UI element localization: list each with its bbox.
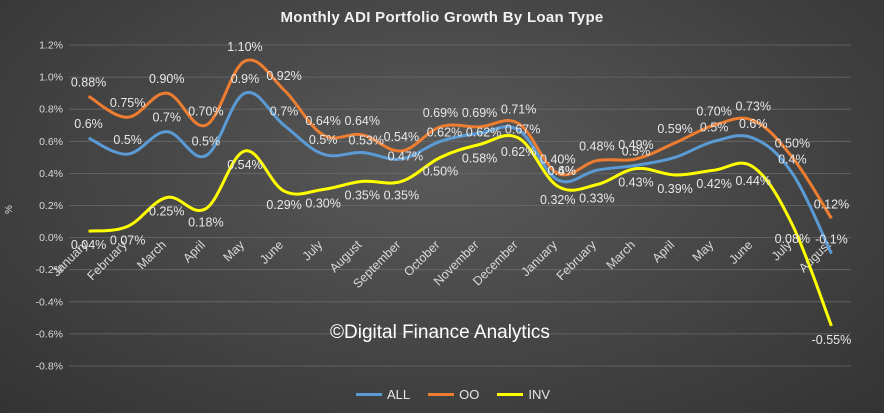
- data-label-inv: 0.50%: [423, 164, 458, 178]
- y-tick-label: 1.2%: [39, 40, 63, 52]
- data-label-inv: 0.07%: [110, 233, 145, 247]
- data-label-inv: 0.29%: [266, 198, 301, 212]
- data-label-oo: 0.12%: [814, 197, 849, 211]
- data-label-inv: 0.04%: [71, 238, 106, 252]
- y-tick-label: 0.2%: [39, 200, 63, 212]
- data-label-all: 0.5%: [622, 144, 651, 158]
- series-line-oo: [87, 58, 833, 220]
- x-tick-label: April: [650, 238, 678, 266]
- data-label-all: 0.7%: [153, 111, 182, 125]
- x-tick-label: February: [554, 237, 600, 283]
- chart-title: Monthly ADI Portfolio Growth By Loan Typ…: [280, 9, 604, 26]
- data-label-all: 0.5%: [192, 135, 221, 149]
- data-label-inv: 0.30%: [305, 196, 340, 210]
- data-label-oo: 0.90%: [149, 72, 184, 86]
- x-tick-label: March: [604, 238, 638, 272]
- data-label-all: 0.5%: [309, 133, 338, 147]
- data-label-inv: 0.54%: [227, 158, 262, 172]
- data-label-extra: 0.67%: [505, 122, 540, 136]
- data-label-all: -0.1%: [815, 233, 848, 247]
- data-label-inv: 0.39%: [657, 182, 692, 196]
- data-label-inv: 0.25%: [149, 204, 184, 218]
- x-tick-label: July: [300, 237, 326, 263]
- y-tick-label: 0.6%: [39, 136, 63, 148]
- data-label-oo: 1.10%: [227, 40, 262, 54]
- y-tick-label: -0.4%: [36, 296, 63, 308]
- data-label-oo: 0.92%: [266, 69, 301, 83]
- data-label-oo: 0.69%: [462, 106, 497, 120]
- legend-item-oo[interactable]: OO: [428, 387, 479, 402]
- data-label-inv: 0.62%: [501, 145, 536, 159]
- data-label-extra: 0.4%: [548, 164, 577, 178]
- legend-swatch-all: [356, 393, 382, 396]
- data-label-inv: 0.33%: [579, 192, 614, 206]
- data-label-oo: 0.59%: [657, 122, 692, 136]
- data-label-oo: 0.50%: [775, 136, 810, 150]
- x-tick-label: May: [220, 237, 247, 264]
- data-label-all: 0.4%: [778, 152, 807, 166]
- series-line-inv: [88, 133, 833, 327]
- x-tick-label: June: [726, 238, 755, 267]
- data-label-inv: -0.55%: [812, 333, 852, 347]
- data-label-extra: 0.47%: [388, 150, 423, 164]
- data-label-all: 0.5%: [113, 133, 142, 147]
- data-label-inv: 0.35%: [345, 188, 380, 202]
- y-tick-label: 0.8%: [39, 104, 63, 116]
- data-label-inv: 0.44%: [736, 174, 771, 188]
- data-label-inv: 0.35%: [384, 188, 419, 202]
- data-label-oo: 0.54%: [384, 130, 419, 144]
- data-label-oo: 0.88%: [71, 75, 106, 89]
- data-label-oo: 0.69%: [423, 106, 458, 120]
- legend-label-all: ALL: [387, 387, 411, 402]
- data-label-all: 0.6%: [739, 117, 768, 131]
- data-label-oo: 0.73%: [736, 99, 771, 113]
- y-tick-label: -0.2%: [36, 264, 63, 276]
- chart-legend: ALL OO INV: [356, 387, 550, 402]
- data-label-inv: 0.43%: [618, 176, 653, 190]
- data-label-oo: 0.48%: [579, 140, 614, 154]
- y-tick-label: 1.0%: [39, 72, 63, 84]
- data-label-inv: 0.08%: [775, 232, 810, 246]
- data-label-extra: 0.6%: [548, 164, 577, 178]
- y-tick-label: -0.6%: [36, 328, 63, 340]
- legend-item-inv[interactable]: INV: [497, 387, 550, 402]
- y-tick-label: -0.8%: [36, 361, 63, 373]
- data-label-extra: 0.53%: [349, 134, 384, 148]
- watermark: ©Digital Finance Analytics: [330, 322, 550, 343]
- y-tick-label: 0.4%: [39, 168, 63, 180]
- data-label-oo: 0.70%: [696, 104, 731, 118]
- data-label-oo: 0.70%: [188, 104, 223, 118]
- data-label-oo: 0.64%: [345, 114, 380, 128]
- data-label-extra: 0.62%: [427, 125, 462, 139]
- data-label-inv: 0.42%: [696, 177, 731, 191]
- legend-item-all[interactable]: ALL: [356, 387, 410, 402]
- data-label-inv: 0.32%: [540, 193, 575, 207]
- data-label-oo: 0.49%: [618, 138, 653, 152]
- series-line-all: [87, 91, 833, 255]
- data-label-all: 0.5%: [700, 120, 729, 134]
- data-label-oo: 0.64%: [305, 114, 340, 128]
- data-label-all: 0.7%: [270, 104, 299, 118]
- x-tick-label: June: [257, 238, 286, 267]
- data-label-oo: 0.71%: [501, 103, 536, 117]
- data-label-oo: 0.75%: [110, 96, 145, 110]
- legend-label-inv: INV: [528, 387, 551, 402]
- data-label-inv: 0.58%: [462, 152, 497, 166]
- x-tick-label: April: [180, 238, 208, 266]
- x-tick-label: May: [690, 237, 717, 264]
- data-label-all: 0.9%: [231, 72, 260, 86]
- legend-label-oo: OO: [459, 387, 480, 402]
- data-label-inv: 0.18%: [188, 216, 223, 230]
- data-label-all: 0.6%: [74, 117, 103, 131]
- data-label-oo: 0.40%: [540, 152, 575, 166]
- legend-swatch-inv: [497, 393, 524, 396]
- y-tick-label: 0.0%: [39, 232, 63, 244]
- legend-swatch-oo: [428, 393, 455, 396]
- data-label-extra: 0.62%: [466, 125, 501, 139]
